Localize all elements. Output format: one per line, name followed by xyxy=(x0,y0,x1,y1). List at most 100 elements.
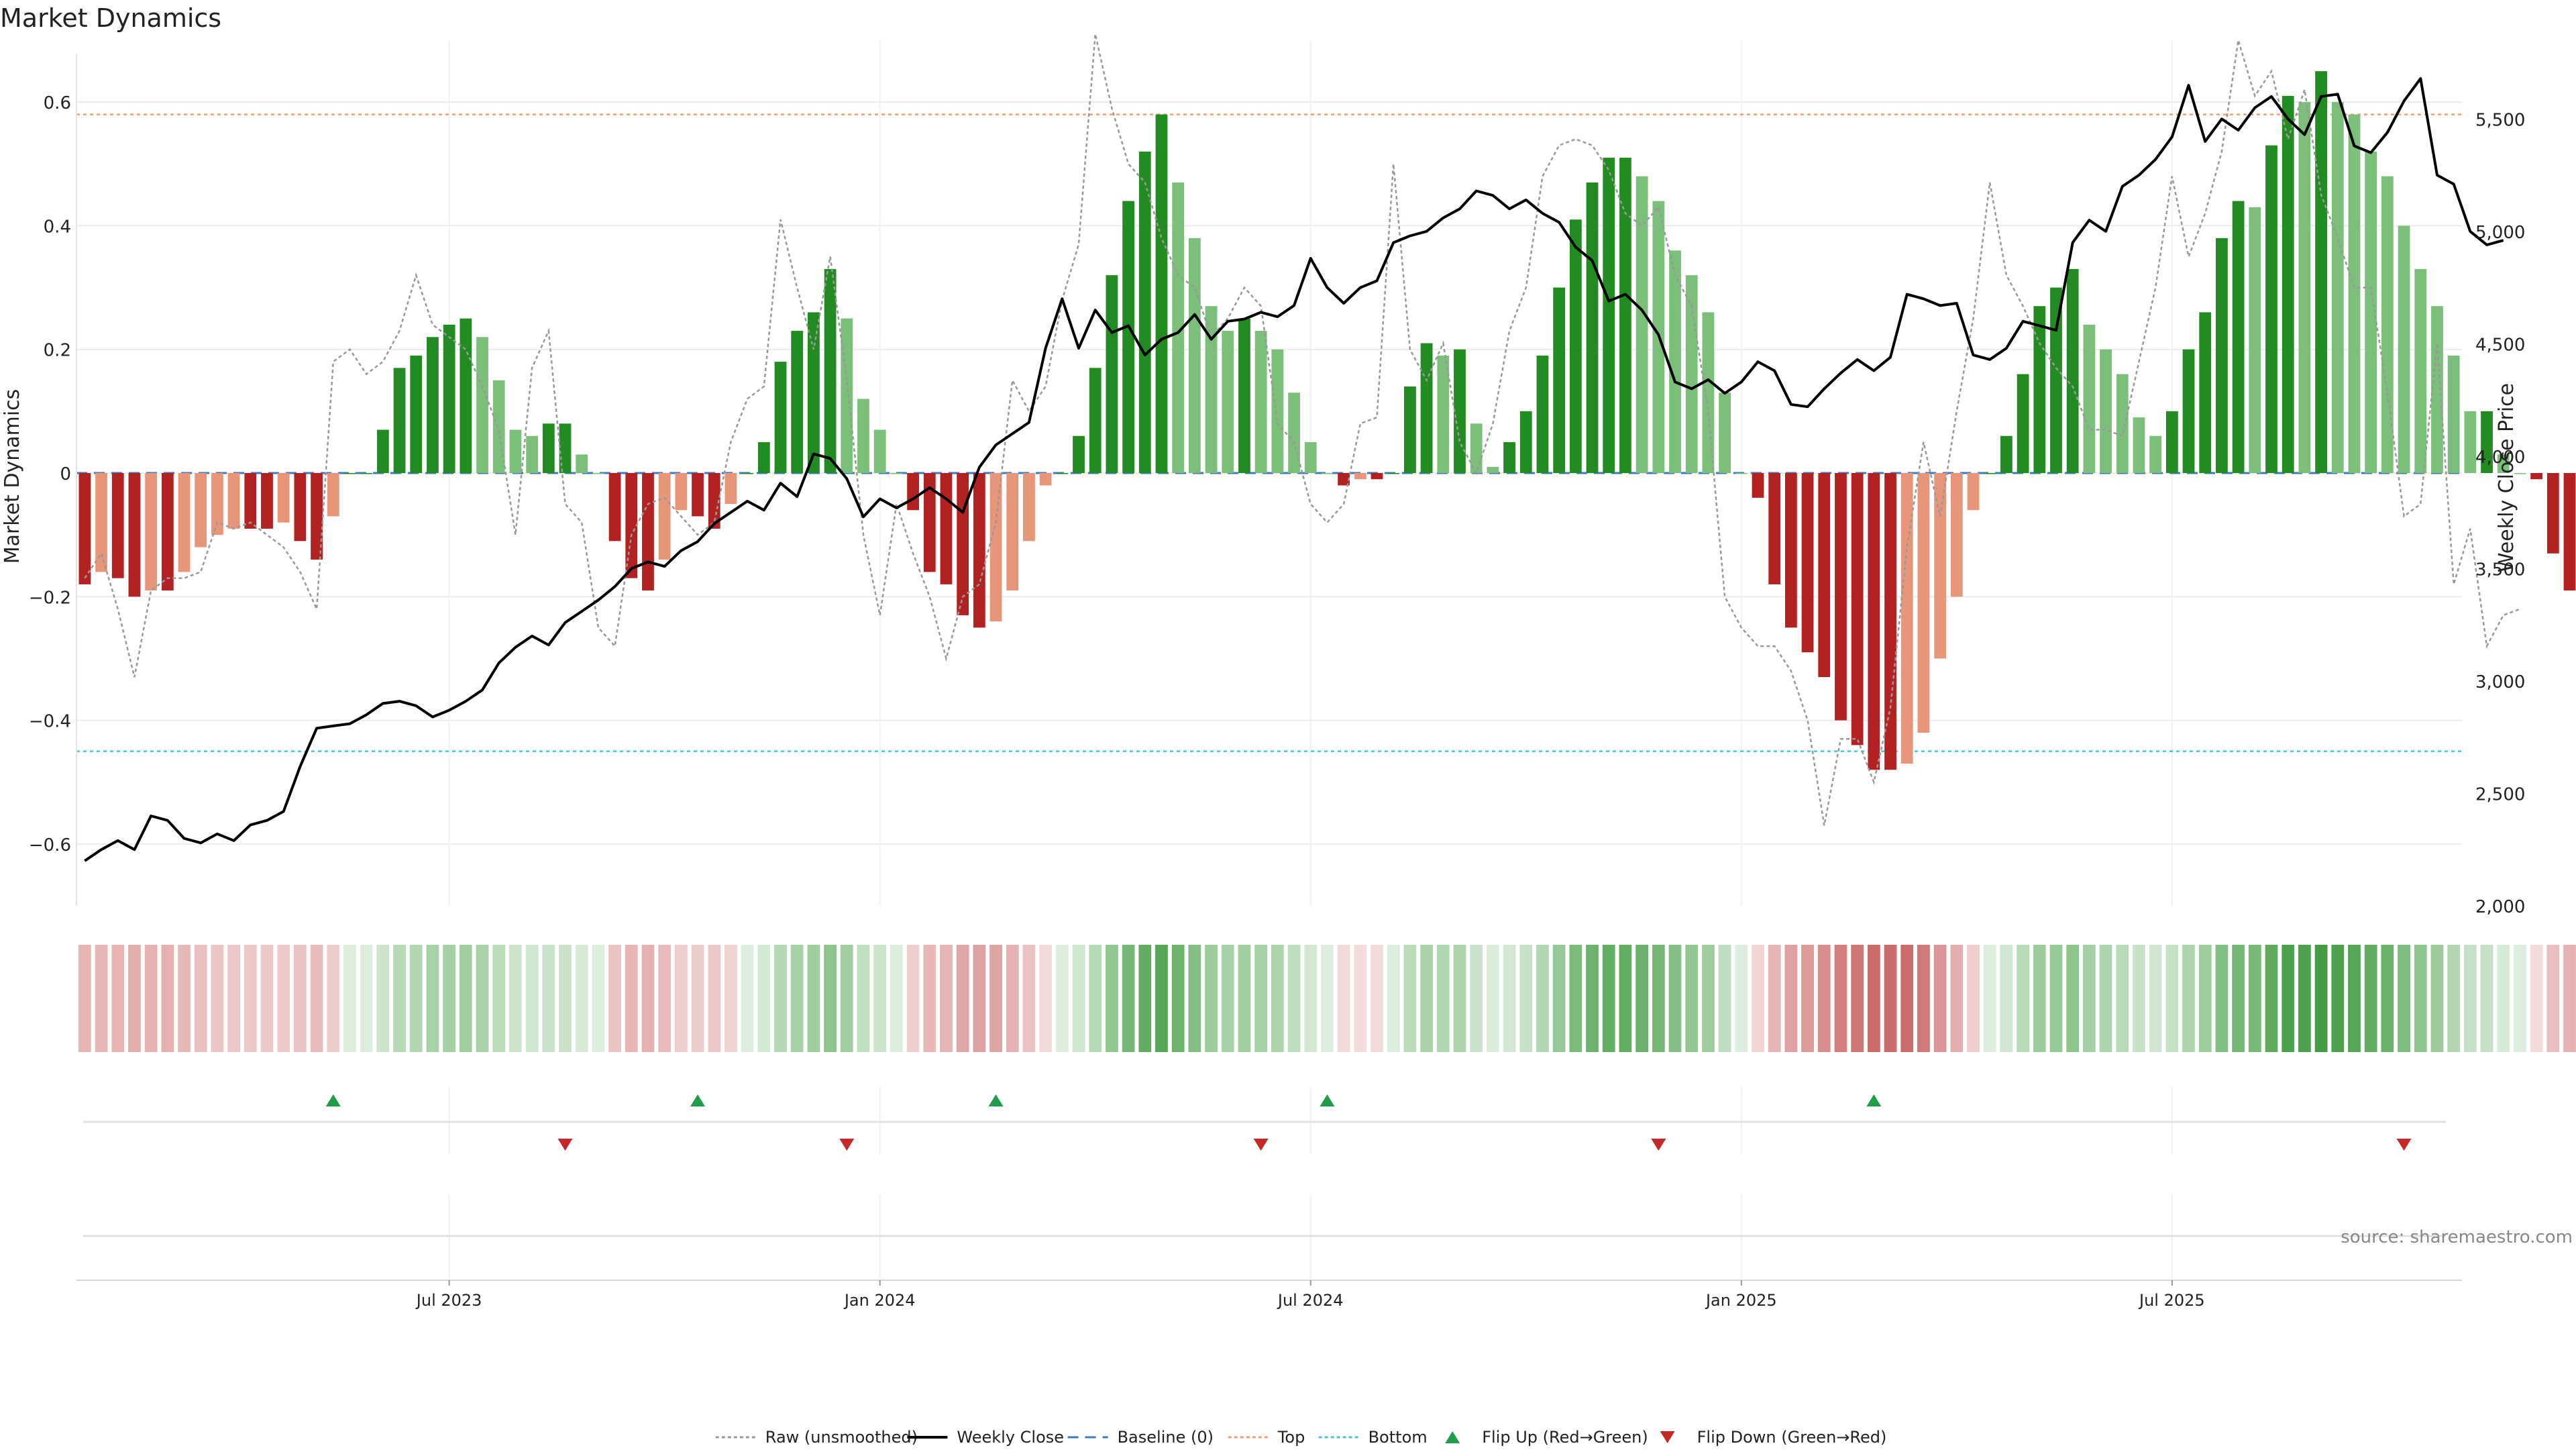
dynamics-bar xyxy=(78,473,91,584)
dynamics-bar xyxy=(1868,473,1880,770)
dynamics-bar xyxy=(1536,355,1549,473)
heat-cell xyxy=(2232,945,2245,1052)
flip-up-marker xyxy=(1866,1094,1882,1106)
heat-cell xyxy=(1933,945,1947,1052)
heat-cell xyxy=(2099,945,2112,1052)
right-tick-label: 3,500 xyxy=(2475,560,2525,580)
heat-cell xyxy=(1321,945,1334,1052)
heat-cell xyxy=(2049,945,2063,1052)
heat-cell xyxy=(1453,945,1466,1052)
heat-cell xyxy=(509,945,522,1052)
heat-cell xyxy=(956,945,969,1052)
heat-cell xyxy=(989,945,1002,1052)
heat-cell xyxy=(807,945,820,1052)
dynamics-bar xyxy=(2249,207,2261,473)
regime-heat-strip xyxy=(78,945,2576,1052)
heat-cell xyxy=(1221,945,1234,1052)
dynamics-bar xyxy=(2133,417,2145,473)
heat-cell xyxy=(1702,945,1715,1052)
dynamics-bar xyxy=(2431,306,2443,473)
dynamics-bar xyxy=(757,442,770,473)
heat-cell xyxy=(724,945,737,1052)
right-axis: 5,500 5,000 4,500 4,000 3,500 3,000 2,500 2,000 xyxy=(2475,110,2525,917)
left-axis: 0.6 0.4 0.2 0 −0.2 −0.4 −0.6 xyxy=(29,54,77,906)
dynamics-bar xyxy=(2066,268,2079,473)
left-tick-label: −0.4 xyxy=(29,712,71,732)
legend-item: Raw (unsmoothed) xyxy=(715,1428,918,1447)
dynamics-bar xyxy=(2530,473,2543,480)
x-tick-label: Jul 2023 xyxy=(415,1291,482,1310)
legend-item: Bottom xyxy=(1318,1428,1428,1447)
dynamics-bar xyxy=(708,473,720,529)
heat-cell xyxy=(906,945,920,1052)
dynamics-bar xyxy=(311,473,323,560)
heat-cell xyxy=(2182,945,2195,1052)
dynamics-bar xyxy=(1735,473,1748,474)
left-tick-label: 0.2 xyxy=(44,341,71,361)
heat-cell xyxy=(1470,945,1483,1052)
dynamics-bar xyxy=(460,318,472,473)
heat-cell xyxy=(1304,945,1318,1052)
legend-label: Flip Up (Red→Green) xyxy=(1482,1428,1648,1447)
heat-cell xyxy=(2133,945,2145,1052)
heat-cell xyxy=(393,945,406,1052)
dynamics-bar xyxy=(1586,182,1599,473)
heat-cell xyxy=(1685,945,1699,1052)
dynamics-bar xyxy=(1967,473,1980,511)
heat-cell xyxy=(2563,945,2576,1052)
dynamics-bar xyxy=(2116,374,2129,473)
heat-cell xyxy=(1552,945,1566,1052)
heat-cell xyxy=(2298,945,2311,1052)
heat-cell xyxy=(95,945,108,1052)
heat-cell xyxy=(2348,945,2361,1052)
dynamics-bar xyxy=(1917,473,1930,733)
heat-cell xyxy=(1420,945,1433,1052)
heat-cell xyxy=(426,945,439,1052)
dynamics-bar xyxy=(2348,114,2361,474)
raw-series xyxy=(84,34,2520,826)
heat-cell xyxy=(2149,945,2162,1052)
dynamics-bar xyxy=(1106,275,1118,473)
dynamics-bar xyxy=(1155,114,1168,474)
dynamics-bar xyxy=(2563,473,2576,591)
flip-down-marker xyxy=(1253,1139,1269,1151)
heat-cell xyxy=(194,945,207,1052)
heat-cell xyxy=(840,945,853,1052)
dynamics-bar xyxy=(111,473,124,578)
dynamics-bar xyxy=(1950,473,1963,597)
dynamics-bar xyxy=(2216,238,2228,473)
heat-cell xyxy=(128,945,141,1052)
dynamics-bar xyxy=(376,429,389,473)
heat-cell xyxy=(1752,945,1764,1052)
dynamics-bar xyxy=(907,473,919,511)
chart-title: Market Dynamics xyxy=(0,3,221,33)
heat-cell xyxy=(741,945,754,1052)
heat-cell xyxy=(1768,945,1781,1052)
dynamics-bar xyxy=(244,473,257,529)
grid-layer xyxy=(76,40,2462,906)
dynamics-bar xyxy=(2050,287,2062,473)
dynamics-bar xyxy=(675,473,688,511)
legend: Raw (unsmoothed) Weekly Close Baseline (0)… xyxy=(715,1428,1886,1447)
heat-cell xyxy=(1503,945,1516,1052)
heat-cell xyxy=(1122,945,1135,1052)
heat-cell xyxy=(1238,945,1251,1052)
heat-cell xyxy=(2066,945,2080,1052)
dynamics-bar xyxy=(443,324,455,473)
lower-empty-panel xyxy=(83,1194,2446,1278)
dynamics-bar xyxy=(178,473,191,572)
heat-cell xyxy=(1917,945,1930,1052)
heat-cell xyxy=(625,945,638,1052)
dynamics-bar xyxy=(2414,268,2427,473)
dynamics-bar xyxy=(1487,466,1499,473)
heat-cell xyxy=(78,945,91,1052)
dynamics-bar xyxy=(2282,95,2294,473)
dynamics-bar xyxy=(808,312,820,473)
heat-cell xyxy=(1884,945,1897,1052)
right-tick-label: 3,000 xyxy=(2475,672,2525,692)
heat-cell xyxy=(1635,945,1649,1052)
heat-cell xyxy=(1967,945,1980,1052)
dynamics-bar xyxy=(857,399,869,473)
dynamics-bar xyxy=(592,473,604,474)
dynamics-bar xyxy=(1420,343,1433,473)
